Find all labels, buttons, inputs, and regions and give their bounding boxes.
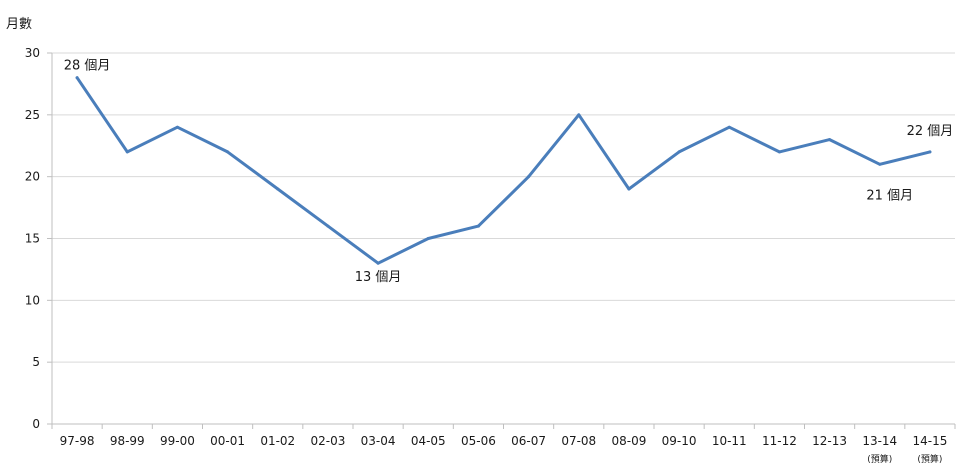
data-point bbox=[627, 187, 631, 191]
x-tick-label: 98-99 bbox=[110, 434, 145, 448]
x-tick-label: 12-13 bbox=[812, 434, 847, 448]
data-label-03-04: 13 個月 bbox=[355, 270, 402, 285]
data-point bbox=[878, 162, 882, 166]
x-tick-label: 09-10 bbox=[662, 434, 697, 448]
data-point bbox=[727, 125, 731, 129]
data-point bbox=[476, 224, 480, 228]
y-tick-label: 15 bbox=[25, 232, 40, 246]
x-tick-label: 02-03 bbox=[310, 434, 345, 448]
y-tick-label: 0 bbox=[32, 417, 40, 431]
data-point bbox=[276, 187, 280, 191]
gridlines bbox=[52, 52, 955, 363]
y-tick-label: 20 bbox=[25, 170, 40, 184]
x-tick-label: 07-08 bbox=[561, 434, 596, 448]
x-tick-label: 14-15 bbox=[912, 434, 947, 448]
data-point bbox=[527, 175, 531, 179]
x-tick-sublabel: (預算) bbox=[867, 453, 892, 465]
data-point bbox=[928, 150, 932, 154]
data-point bbox=[75, 76, 79, 80]
y-tick-label: 30 bbox=[25, 46, 40, 60]
x-tick-label: 10-11 bbox=[712, 434, 747, 448]
data-point bbox=[326, 224, 330, 228]
axes bbox=[47, 52, 956, 429]
series bbox=[75, 76, 932, 265]
x-tick-label: 04-05 bbox=[411, 434, 446, 448]
x-tick-sublabel: (預算) bbox=[917, 453, 942, 465]
data-point bbox=[175, 125, 179, 129]
x-tick-label: 99-00 bbox=[160, 434, 195, 448]
x-tick-label: 06-07 bbox=[511, 434, 546, 448]
y-tick-label: 25 bbox=[25, 108, 40, 122]
x-tick-label: 00-01 bbox=[210, 434, 245, 448]
x-tick-label: 05-06 bbox=[461, 434, 496, 448]
series-line-0 bbox=[75, 76, 932, 265]
data-label-97-98: 28 個月 bbox=[64, 59, 111, 74]
data-point bbox=[577, 113, 581, 117]
y-axis-title: 月數 bbox=[6, 17, 32, 32]
x-tick-label: 01-02 bbox=[260, 434, 295, 448]
data-point bbox=[376, 261, 380, 265]
y-tick-label: 10 bbox=[25, 293, 40, 307]
data-point bbox=[677, 150, 681, 154]
x-tick-label: 11-12 bbox=[762, 434, 797, 448]
data-point bbox=[426, 237, 430, 240]
data-label-14-15: 22 個月 bbox=[907, 124, 954, 139]
x-tick-labels: 97-98 98-99 99-00 00-01 01-02 02-03 03-04 04-05… bbox=[60, 434, 948, 465]
data-point bbox=[828, 138, 832, 142]
x-tick-label: 13-14 bbox=[862, 434, 897, 448]
data-point bbox=[125, 150, 129, 154]
x-tick-label: 97-98 bbox=[60, 434, 95, 448]
x-tick-label: 08-09 bbox=[611, 434, 646, 448]
y-tick-labels: 0 5 10 15 20 25 30 bbox=[25, 46, 40, 431]
x-tick-label: 03-04 bbox=[361, 434, 396, 448]
data-point bbox=[226, 150, 230, 154]
data-labels: 28 個月 13 個月 21 個月 22 個月 bbox=[64, 59, 954, 286]
y-tick-label: 5 bbox=[32, 355, 40, 369]
data-label-13-14: 21 個月 bbox=[866, 188, 913, 203]
data-point bbox=[777, 150, 781, 154]
